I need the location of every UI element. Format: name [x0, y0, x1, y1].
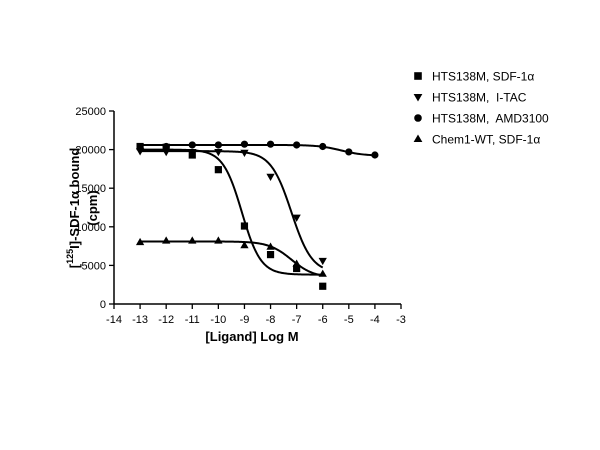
legend-marker-series-4 [413, 134, 423, 143]
legend-marker-series-1 [414, 72, 422, 80]
data-point-series-1 [214, 166, 222, 174]
y-tick-label: 15000 [75, 183, 106, 195]
x-tick-label: -7 [292, 314, 302, 326]
x-tick-label: -9 [240, 314, 250, 326]
data-point-series-3 [136, 144, 144, 152]
y-ticks: 0 5000 10000 15000 20000 25000 [75, 106, 114, 311]
data-point-series-2 [266, 173, 275, 181]
y-tick-label: 20000 [75, 145, 106, 157]
legend-marker-series-2 [413, 93, 423, 102]
data-point-series-4 [292, 259, 301, 267]
data-point-series-3 [345, 148, 353, 156]
fit-curve-series-3 [140, 143, 375, 157]
y-axis-title-suffix: I]-SDF-1α bound [67, 148, 82, 249]
data-point-series-4 [214, 236, 223, 244]
data-point-series-4 [240, 241, 249, 249]
legend: HTS138M, SDF-1α HTS138M, I-TAC HTS138M, AM… [413, 70, 549, 147]
data-point-series-4 [266, 242, 275, 250]
data-point-series-3 [240, 140, 249, 148]
x-tick-label: -13 [132, 314, 148, 326]
data-point-series-2 [240, 149, 249, 158]
x-tick-label: -10 [210, 314, 226, 326]
fit-curve-series-2 [140, 150, 324, 269]
x-ticks: -14 -13 -12 -11 -10 -9 -8 -7 -6 -5 -4 -3 [106, 304, 406, 326]
data-point-series-1 [266, 250, 275, 259]
legend-label-series-4: Chem1-WT, SDF-1α [432, 133, 540, 147]
x-tick-label: -14 [106, 314, 122, 326]
data-point-series-2 [188, 149, 197, 157]
legend-label-series-1: HTS138M, SDF-1α [432, 70, 534, 84]
data-point-series-1 [319, 282, 327, 290]
legend-marker-series-3 [414, 114, 422, 122]
x-axis-title: [Ligand] Log M [205, 329, 298, 344]
x-tick-label: -11 [185, 314, 200, 326]
x-tick-label: -6 [318, 314, 328, 326]
x-tick-label: -12 [158, 314, 174, 326]
data-point-series-3 [162, 142, 170, 151]
fit-curve-series-4 [140, 240, 323, 277]
data-point-series-3 [293, 141, 301, 149]
data-point-series-3 [188, 141, 196, 149]
data-point-series-2 [292, 214, 301, 222]
axes [113, 111, 401, 305]
data-point-series-3 [266, 140, 275, 148]
data-point-series-4 [135, 237, 145, 246]
y-tick-label: 10000 [75, 222, 106, 234]
y-axis-title-units: (cpm) [85, 190, 100, 225]
x-tick-label: -5 [344, 314, 354, 326]
data-point-series-4 [318, 269, 327, 277]
x-tick-label: -4 [370, 314, 380, 326]
y-axis-title: [125I]-SDF-1α bound [65, 148, 82, 269]
data-point-series-3 [214, 141, 222, 149]
y-axis-title-superscript: 125 [65, 249, 75, 264]
data-point-series-2 [318, 257, 327, 266]
data-point-series-3 [371, 151, 379, 159]
data-point-series-1 [240, 222, 249, 230]
y-tick-label: 25000 [75, 106, 106, 118]
data-point-series-2 [214, 149, 223, 157]
x-tick-label: -3 [396, 314, 406, 326]
y-axis-title-prefix: [ [67, 263, 82, 268]
data-point-series-2 [162, 149, 171, 157]
y-tick-label: 5000 [82, 260, 106, 272]
data-point-series-4 [188, 236, 197, 244]
fit-curve-series-1 [140, 148, 323, 276]
legend-label-series-3: HTS138M, AMD3100 [432, 112, 549, 126]
legend-label-series-2: HTS138M, I-TAC [432, 91, 527, 105]
data-point-series-4 [162, 236, 171, 244]
data-points [135, 140, 379, 290]
x-tick-label: -8 [266, 314, 276, 326]
fit-curves [140, 143, 375, 277]
data-point-series-3 [319, 142, 327, 151]
y-tick-label: 0 [100, 299, 106, 311]
